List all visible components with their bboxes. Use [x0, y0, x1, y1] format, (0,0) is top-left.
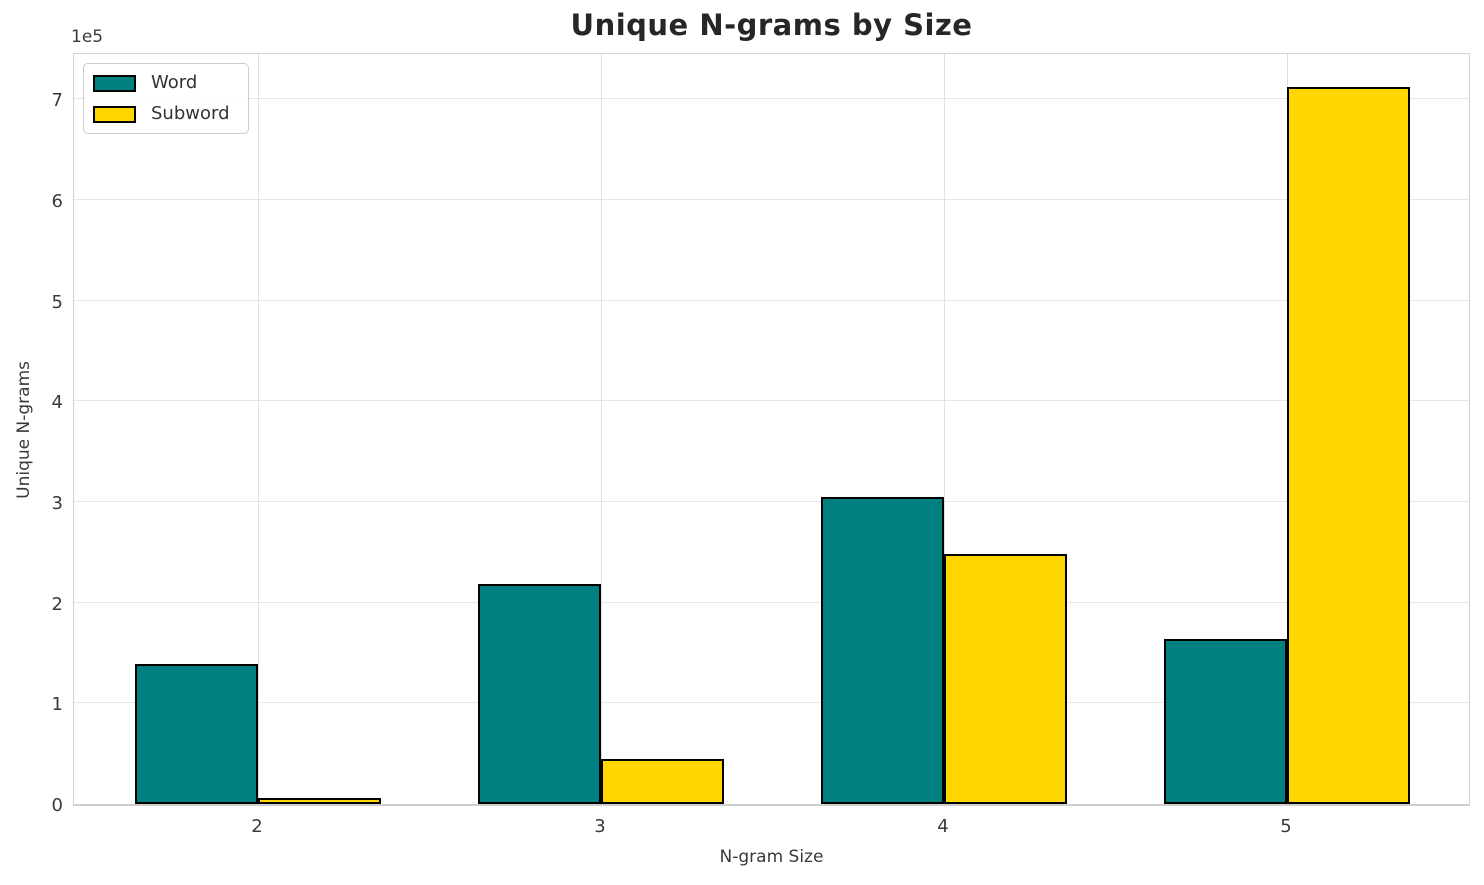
legend-item-word: Word [93, 74, 230, 92]
bar-word-3 [477, 583, 601, 804]
x-tick-label: 4 [937, 816, 949, 837]
h-gridline [74, 501, 1469, 502]
x-tick-label: 2 [251, 816, 263, 837]
bar-subword-3 [600, 758, 724, 804]
bar-subword-2 [257, 797, 381, 804]
legend-swatch-word [93, 74, 136, 92]
h-gridline [74, 400, 1469, 402]
legend-label: Subword [151, 103, 230, 124]
bar-subword-4 [943, 554, 1067, 804]
h-gridline [74, 299, 1469, 301]
legend-item-subword: Subword [93, 105, 230, 123]
bar-word-4 [820, 496, 944, 804]
y-tick-label: 5 [51, 291, 63, 313]
y-tick-label: 3 [51, 492, 63, 514]
y-axis-offset-text: 1e5 [71, 27, 104, 47]
x-tick-label: 3 [594, 816, 606, 837]
v-gridline [257, 54, 259, 804]
x-axis-label: N-gram Size [719, 847, 824, 867]
legend-label: Word [151, 72, 198, 93]
y-tick-label: 0 [51, 795, 63, 816]
bar-word-5 [1164, 638, 1287, 804]
v-gridline [943, 54, 945, 804]
bar-subword-5 [1287, 87, 1410, 804]
h-gridline [74, 199, 1469, 200]
chart-title: Unique N-grams by Size [570, 8, 973, 42]
h-gridline [74, 98, 1469, 100]
y-tick-label: 2 [51, 593, 63, 615]
legend: Word Subword [83, 63, 249, 134]
x-tick-label: 5 [1280, 816, 1292, 837]
h-gridline [74, 702, 1469, 704]
y-axis-label: Unique N-grams [14, 360, 34, 499]
y-tick-label: 6 [51, 190, 63, 212]
h-gridline [74, 601, 1469, 603]
v-gridline [600, 54, 602, 804]
legend-swatch-subword [93, 105, 136, 123]
bar-word-2 [134, 664, 258, 804]
y-tick-label: 7 [51, 90, 63, 112]
plot-area: Word Subword [73, 53, 1470, 806]
y-tick-label: 4 [51, 392, 63, 414]
y-tick-label: 1 [51, 694, 63, 716]
